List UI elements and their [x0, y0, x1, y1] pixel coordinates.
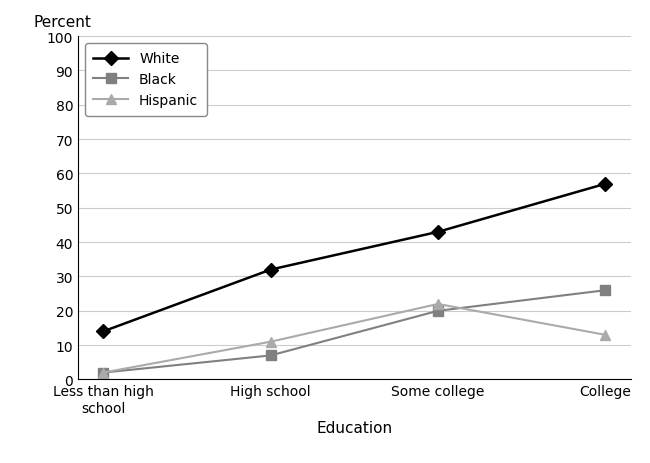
Black: [266, 353, 274, 358]
Hispanic: [434, 301, 442, 307]
Black: [434, 308, 442, 314]
Black: [99, 370, 107, 375]
White: [601, 181, 609, 187]
Line: White: White: [98, 180, 610, 337]
Hispanic: [266, 339, 274, 345]
Hispanic: [601, 332, 609, 338]
Hispanic: [99, 370, 107, 375]
Line: Black: Black: [98, 286, 610, 378]
White: [434, 230, 442, 235]
White: [99, 329, 107, 334]
Black: [601, 288, 609, 294]
Line: Hispanic: Hispanic: [98, 300, 610, 378]
White: [266, 267, 274, 273]
X-axis label: Education: Education: [316, 420, 393, 435]
Legend: White, Black, Hispanic: White, Black, Hispanic: [85, 44, 207, 116]
Text: Percent: Percent: [34, 15, 92, 30]
